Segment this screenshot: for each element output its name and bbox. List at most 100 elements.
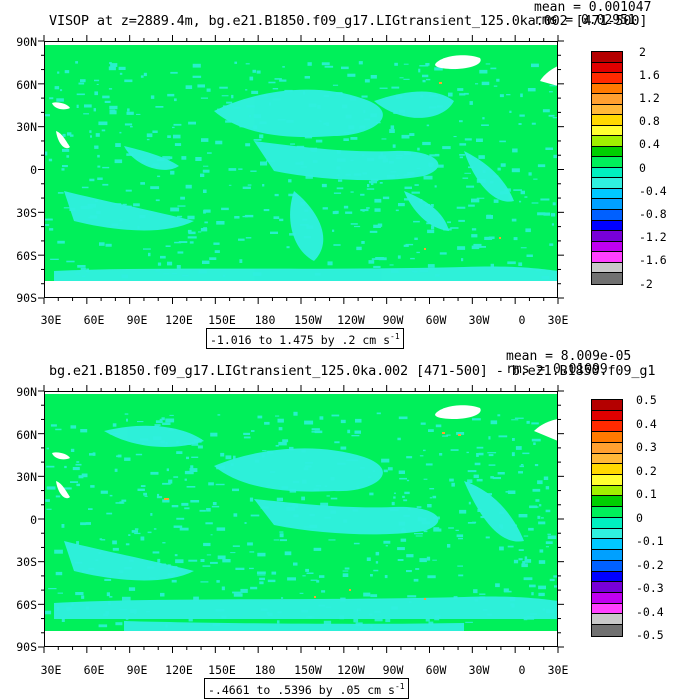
map-speckle (72, 467, 80, 471)
map-speckle (168, 428, 174, 431)
map-speckle (337, 462, 346, 465)
map-speckle (106, 512, 113, 515)
map-speckle (230, 552, 236, 554)
map-speckle (245, 143, 251, 147)
map-speckle (119, 72, 123, 75)
map-speckle (549, 578, 555, 582)
map-speckle (518, 471, 523, 474)
map-speckle (176, 215, 183, 218)
map-speckle (533, 442, 536, 445)
lat-label: 30S (16, 206, 37, 220)
lon-label: 0 (518, 663, 526, 677)
map-speckle (143, 72, 147, 77)
map-speckle (459, 120, 463, 123)
map-speckle (173, 134, 181, 139)
map-speckle (477, 508, 482, 512)
map-speckle (244, 522, 247, 524)
map-speckle (404, 151, 412, 155)
map-speckle (404, 186, 412, 189)
map-speckle (166, 468, 169, 472)
map-speckle (383, 540, 391, 544)
map-speckle (57, 607, 60, 611)
map-speckle (342, 570, 349, 572)
map-speckle (321, 183, 327, 188)
map-speckle (534, 464, 539, 467)
map-speckle (139, 215, 146, 219)
map-speckle (403, 514, 410, 517)
map-speckle (364, 79, 370, 83)
colorbar-swatch (592, 52, 622, 63)
map-speckle (202, 169, 210, 173)
map-speckle (140, 438, 149, 441)
map-speckle (427, 504, 432, 508)
map-speckle (185, 85, 193, 89)
map-speckle (475, 83, 479, 85)
map-speckle (395, 209, 399, 212)
colorbar-swatch (592, 136, 622, 147)
colorbar-swatch (592, 125, 622, 137)
map-speckle (333, 244, 341, 246)
panel-1-title: VISOP at z=2889.4m, bg.e21.B1850.f09_g17… (49, 13, 648, 29)
colorbar-swatch (592, 104, 622, 116)
lat-label: 0 (30, 513, 37, 527)
map-speckle (212, 623, 221, 626)
colorbar-label: 0.2 (636, 464, 657, 478)
map-speckle (173, 123, 182, 126)
map-speckle (326, 495, 330, 497)
map-speckle (511, 218, 517, 222)
map-speckle (245, 89, 248, 91)
map-speckle (124, 413, 129, 415)
map-speckle (335, 92, 343, 95)
map-speckle (89, 215, 98, 219)
map-speckle (180, 196, 185, 200)
panel-2-title: bg.e21.B1850.f09_g17.LIGtransient_125.0k… (49, 363, 656, 379)
map-speckle (262, 450, 267, 452)
map-speckle (109, 109, 116, 113)
map-speckle (160, 592, 165, 597)
map-speckle (305, 462, 313, 464)
map-speckle (542, 608, 546, 611)
map-speckle (174, 143, 182, 146)
map-speckle (216, 221, 225, 225)
lat-label: 30N (16, 470, 37, 484)
map-speckle (471, 234, 478, 238)
map-speckle (506, 94, 511, 96)
map-speckle (277, 418, 284, 423)
map-speckle (193, 439, 202, 443)
map-speckle (549, 243, 554, 246)
lon-label: 30E (547, 663, 569, 677)
map-speckle (149, 577, 156, 579)
map-speckle (66, 260, 75, 263)
colorbar-swatch (592, 400, 622, 411)
colorbar-swatch (592, 560, 622, 572)
map-speckle (184, 470, 194, 475)
map-speckle (457, 565, 463, 567)
map-speckle (366, 207, 370, 209)
map-speckle (321, 590, 326, 593)
map-speckle (466, 451, 469, 454)
map-speckle (293, 562, 298, 566)
map-speckle (245, 237, 252, 239)
map-speckle (203, 227, 207, 230)
map-speckle (497, 472, 505, 475)
panel-1-map-field (44, 41, 558, 298)
map-speckle (406, 554, 414, 558)
map-speckle (362, 209, 365, 212)
colorbar-label: -0.3 (636, 581, 664, 595)
map-speckle (370, 75, 377, 79)
map-speckle (80, 205, 90, 210)
map-speckle (321, 62, 330, 66)
map-speckle (216, 580, 220, 583)
colorbar-swatch (592, 188, 622, 200)
map-speckle (235, 567, 245, 570)
map-speckle (169, 414, 174, 416)
map-speckle (476, 179, 486, 183)
map-speckle (225, 455, 232, 460)
map-speckle (267, 612, 273, 616)
map-speckle (178, 241, 188, 243)
map-speckle (306, 225, 314, 229)
map-speckle (104, 100, 111, 103)
map-speckle (314, 430, 323, 434)
map-speckle (76, 93, 85, 96)
map-speckle (250, 514, 260, 517)
